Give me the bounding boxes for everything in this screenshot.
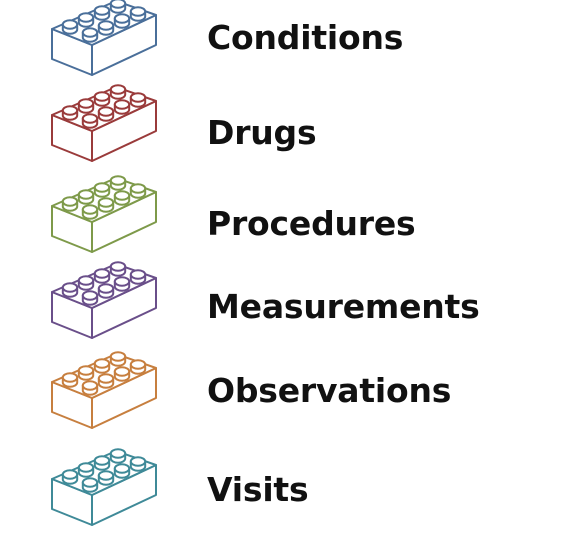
legend-item-measurements: Measurements xyxy=(0,261,568,352)
lego-brick-icon-svg xyxy=(51,84,157,162)
lego-brick-icon-svg xyxy=(51,448,157,526)
lego-brick-icon-svg xyxy=(51,351,157,429)
lego-brick-icon-svg xyxy=(51,261,157,339)
lego-brick-icon xyxy=(50,351,160,442)
legend-label-observations: Observations xyxy=(207,371,452,410)
lego-brick-icon xyxy=(50,448,160,539)
legend-label-drugs: Drugs xyxy=(207,113,317,152)
legend-item-observations: Observations xyxy=(0,351,568,442)
lego-brick-icon xyxy=(50,175,160,266)
lego-brick-icon xyxy=(50,261,160,352)
legend-item-visits: Visits xyxy=(0,448,568,539)
legend-item-drugs: Drugs xyxy=(0,84,568,175)
legend-label-measurements: Measurements xyxy=(207,287,480,326)
legend-label-visits: Visits xyxy=(207,470,309,509)
lego-brick-icon-svg xyxy=(51,0,157,76)
legend-item-conditions: Conditions xyxy=(0,0,568,90)
legend-label-conditions: Conditions xyxy=(207,18,404,57)
lego-brick-icon xyxy=(50,0,160,89)
lego-brick-icon xyxy=(50,84,160,175)
legend-item-procedures: Procedures xyxy=(0,175,568,266)
lego-brick-icon-svg xyxy=(51,175,157,253)
legend-label-procedures: Procedures xyxy=(207,204,416,243)
